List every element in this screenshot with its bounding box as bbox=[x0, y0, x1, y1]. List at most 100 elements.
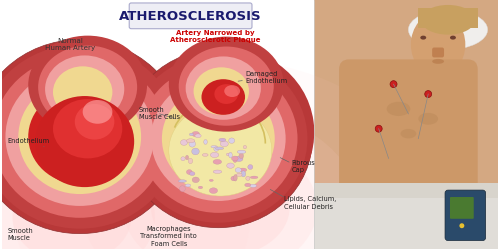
Ellipse shape bbox=[75, 104, 114, 140]
Ellipse shape bbox=[213, 170, 222, 173]
FancyBboxPatch shape bbox=[450, 197, 473, 219]
Ellipse shape bbox=[194, 85, 253, 129]
Ellipse shape bbox=[0, 155, 155, 252]
Ellipse shape bbox=[178, 180, 186, 182]
Ellipse shape bbox=[188, 158, 192, 164]
Ellipse shape bbox=[12, 173, 131, 252]
Bar bbox=[314, 168, 498, 249]
Ellipse shape bbox=[220, 141, 228, 147]
Bar bbox=[314, 0, 498, 198]
Ellipse shape bbox=[432, 59, 444, 64]
Ellipse shape bbox=[204, 140, 208, 144]
Ellipse shape bbox=[460, 223, 464, 228]
Ellipse shape bbox=[248, 165, 253, 169]
Ellipse shape bbox=[190, 133, 194, 136]
Ellipse shape bbox=[185, 184, 191, 187]
Ellipse shape bbox=[211, 146, 217, 148]
Bar bbox=[314, 198, 498, 249]
Ellipse shape bbox=[180, 186, 186, 192]
Text: Artery Narrowed by
Atherosclerotic Plaque: Artery Narrowed by Atherosclerotic Plaqu… bbox=[170, 30, 260, 43]
Ellipse shape bbox=[375, 125, 382, 132]
Ellipse shape bbox=[190, 172, 195, 176]
Ellipse shape bbox=[214, 147, 219, 151]
Ellipse shape bbox=[241, 171, 246, 177]
Ellipse shape bbox=[0, 45, 178, 229]
FancyBboxPatch shape bbox=[432, 48, 444, 57]
Ellipse shape bbox=[424, 90, 432, 98]
Ellipse shape bbox=[202, 79, 245, 115]
Ellipse shape bbox=[210, 188, 218, 194]
Ellipse shape bbox=[450, 36, 456, 40]
Bar bbox=[418, 8, 478, 28]
Ellipse shape bbox=[186, 170, 192, 174]
Bar bbox=[314, 0, 498, 249]
Ellipse shape bbox=[233, 158, 237, 162]
Ellipse shape bbox=[202, 153, 208, 156]
Ellipse shape bbox=[390, 81, 397, 88]
Ellipse shape bbox=[235, 168, 242, 172]
Ellipse shape bbox=[239, 153, 244, 159]
Ellipse shape bbox=[234, 175, 237, 181]
Ellipse shape bbox=[151, 76, 286, 201]
Ellipse shape bbox=[169, 37, 283, 132]
Ellipse shape bbox=[192, 177, 200, 183]
Ellipse shape bbox=[215, 147, 224, 150]
Ellipse shape bbox=[28, 89, 131, 184]
Ellipse shape bbox=[195, 134, 201, 138]
Ellipse shape bbox=[186, 139, 195, 143]
Ellipse shape bbox=[28, 36, 147, 135]
Ellipse shape bbox=[12, 59, 428, 252]
Ellipse shape bbox=[129, 54, 308, 223]
Ellipse shape bbox=[132, 47, 314, 220]
Text: Smooth
Muscle Cells: Smooth Muscle Cells bbox=[139, 107, 180, 120]
Ellipse shape bbox=[408, 10, 488, 49]
Ellipse shape bbox=[162, 86, 275, 191]
Ellipse shape bbox=[400, 129, 416, 138]
Ellipse shape bbox=[244, 183, 250, 187]
Ellipse shape bbox=[181, 157, 185, 161]
Bar bbox=[2, 0, 314, 249]
Ellipse shape bbox=[178, 47, 274, 126]
Ellipse shape bbox=[214, 84, 238, 104]
Ellipse shape bbox=[0, 40, 184, 234]
Ellipse shape bbox=[53, 66, 112, 118]
Ellipse shape bbox=[189, 141, 196, 147]
Text: Lipids, Calcium,
Cellular Debris: Lipids, Calcium, Cellular Debris bbox=[284, 196, 336, 210]
Text: Endothelium: Endothelium bbox=[8, 138, 50, 146]
Ellipse shape bbox=[35, 96, 134, 187]
Ellipse shape bbox=[213, 160, 222, 164]
Ellipse shape bbox=[244, 145, 246, 149]
Ellipse shape bbox=[50, 45, 139, 119]
Ellipse shape bbox=[228, 138, 234, 143]
Ellipse shape bbox=[210, 152, 219, 158]
Ellipse shape bbox=[0, 84, 250, 252]
Ellipse shape bbox=[235, 156, 243, 162]
Ellipse shape bbox=[237, 150, 246, 153]
Ellipse shape bbox=[226, 153, 230, 156]
Text: Normal
Human Artery: Normal Human Artery bbox=[44, 38, 95, 51]
Ellipse shape bbox=[224, 85, 240, 97]
Ellipse shape bbox=[420, 36, 426, 40]
Ellipse shape bbox=[250, 176, 258, 179]
Text: ATHEROSCLEROSIS: ATHEROSCLEROSIS bbox=[120, 10, 262, 23]
Ellipse shape bbox=[219, 138, 226, 142]
Ellipse shape bbox=[0, 129, 190, 252]
Ellipse shape bbox=[246, 176, 250, 180]
Ellipse shape bbox=[192, 132, 200, 137]
Ellipse shape bbox=[198, 186, 202, 189]
FancyBboxPatch shape bbox=[129, 3, 252, 29]
Ellipse shape bbox=[82, 100, 112, 124]
Ellipse shape bbox=[192, 148, 200, 155]
Ellipse shape bbox=[208, 89, 244, 117]
Ellipse shape bbox=[6, 67, 154, 206]
Ellipse shape bbox=[38, 46, 137, 129]
Text: Smooth
Muscle: Smooth Muscle bbox=[8, 228, 33, 241]
Ellipse shape bbox=[236, 173, 242, 176]
Ellipse shape bbox=[0, 55, 167, 218]
Ellipse shape bbox=[53, 99, 122, 159]
FancyBboxPatch shape bbox=[339, 59, 477, 208]
Ellipse shape bbox=[190, 47, 276, 116]
Ellipse shape bbox=[0, 44, 178, 219]
Ellipse shape bbox=[228, 152, 232, 158]
Ellipse shape bbox=[186, 155, 188, 160]
